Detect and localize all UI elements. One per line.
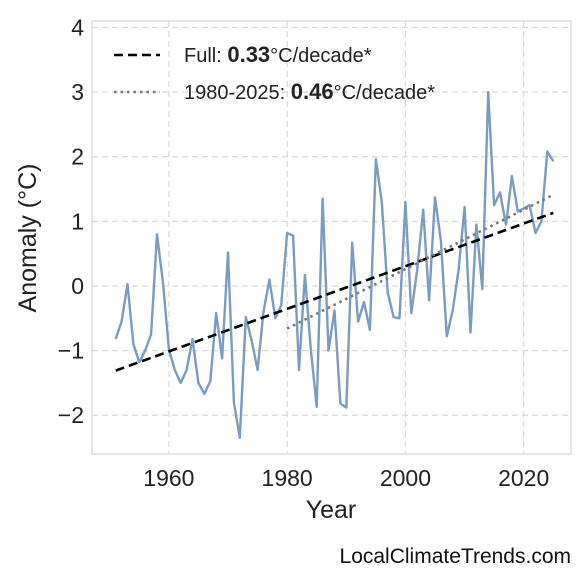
legend-label-full: Full: 0.33°C/decade* [184, 42, 372, 67]
y-tick-label: −2 [58, 402, 84, 428]
x-tick-label: 2020 [498, 465, 549, 491]
x-axis-title: Year [306, 496, 357, 524]
plot-area [91, 20, 572, 455]
legend-label-recent: 1980-2025: 0.46°C/decade* [184, 79, 435, 104]
x-tick-label: 1980 [262, 465, 313, 491]
tick-labels: −2 −1 0 1 2 3 4 1960 1980 2000 2020 [58, 14, 550, 491]
grid [92, 21, 571, 454]
y-tick-label: 2 [71, 144, 84, 170]
watermark: LocalClimateTrends.com [339, 545, 571, 568]
x-tick-label: 1960 [143, 465, 194, 491]
y-axis-title: Anomaly (°C) [14, 164, 42, 313]
y-tick-label: −1 [58, 338, 84, 364]
trend-line-full [115, 211, 554, 372]
y-tick-label: 4 [71, 14, 84, 40]
trend-line-recent [286, 193, 554, 330]
y-tick-label: 1 [71, 208, 84, 234]
y-tick-label: 0 [71, 273, 84, 299]
anomaly-series-line [114, 90, 555, 439]
y-tick-label: 3 [71, 79, 84, 105]
legend: Full: 0.33°C/decade* 1980-2025: 0.46°C/d… [114, 42, 435, 104]
series-layer [114, 90, 555, 439]
x-tick-label: 2000 [380, 465, 431, 491]
